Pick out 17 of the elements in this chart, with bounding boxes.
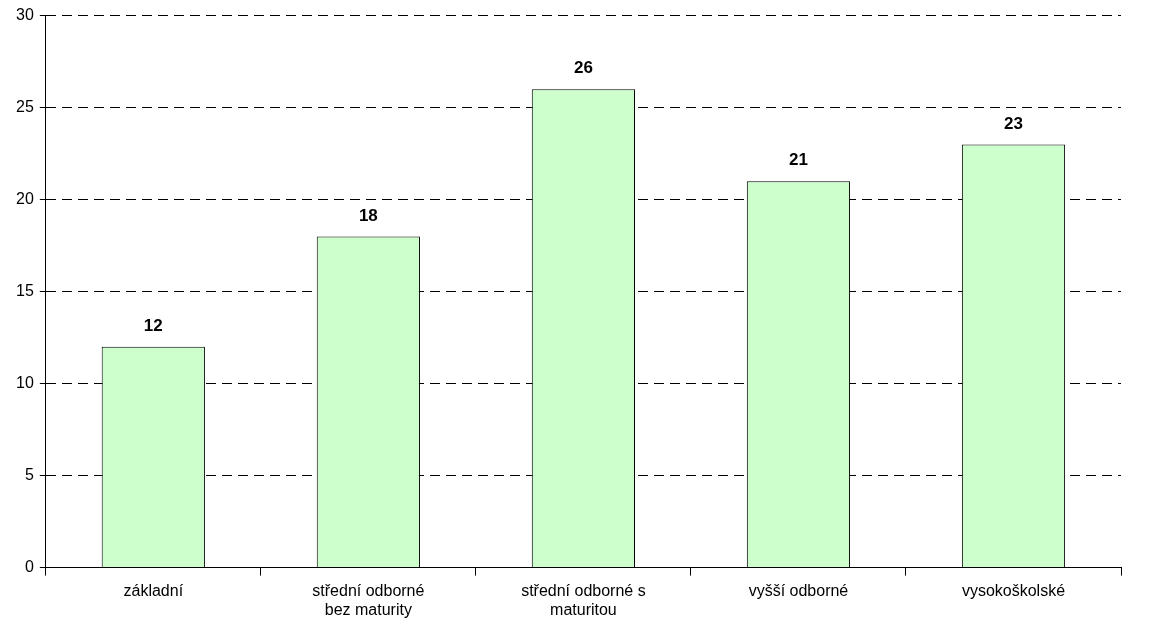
x-tick-label: střední odborné bez maturity [312,581,425,618]
data-label: 18 [358,205,378,225]
y-tick-label: 0 [24,558,34,576]
x-tick-label: střední odborné s maturitou [521,581,646,618]
y-tick-label: 5 [24,466,34,484]
x-tick-label: vyšší odborné [748,581,849,599]
x-tick-label: základní [123,581,184,599]
y-tick-label: 25 [16,98,34,116]
data-label: 21 [788,150,808,170]
data-label: 12 [143,315,163,335]
y-tick-label: 15 [16,282,34,300]
y-tick-label: 20 [16,190,34,208]
y-tick-label: 30 [16,6,34,24]
x-tick-label: vysokoškolské [961,581,1066,599]
data-label: 26 [573,58,593,78]
y-tick-label: 10 [16,374,34,392]
data-label: 23 [1004,113,1023,133]
